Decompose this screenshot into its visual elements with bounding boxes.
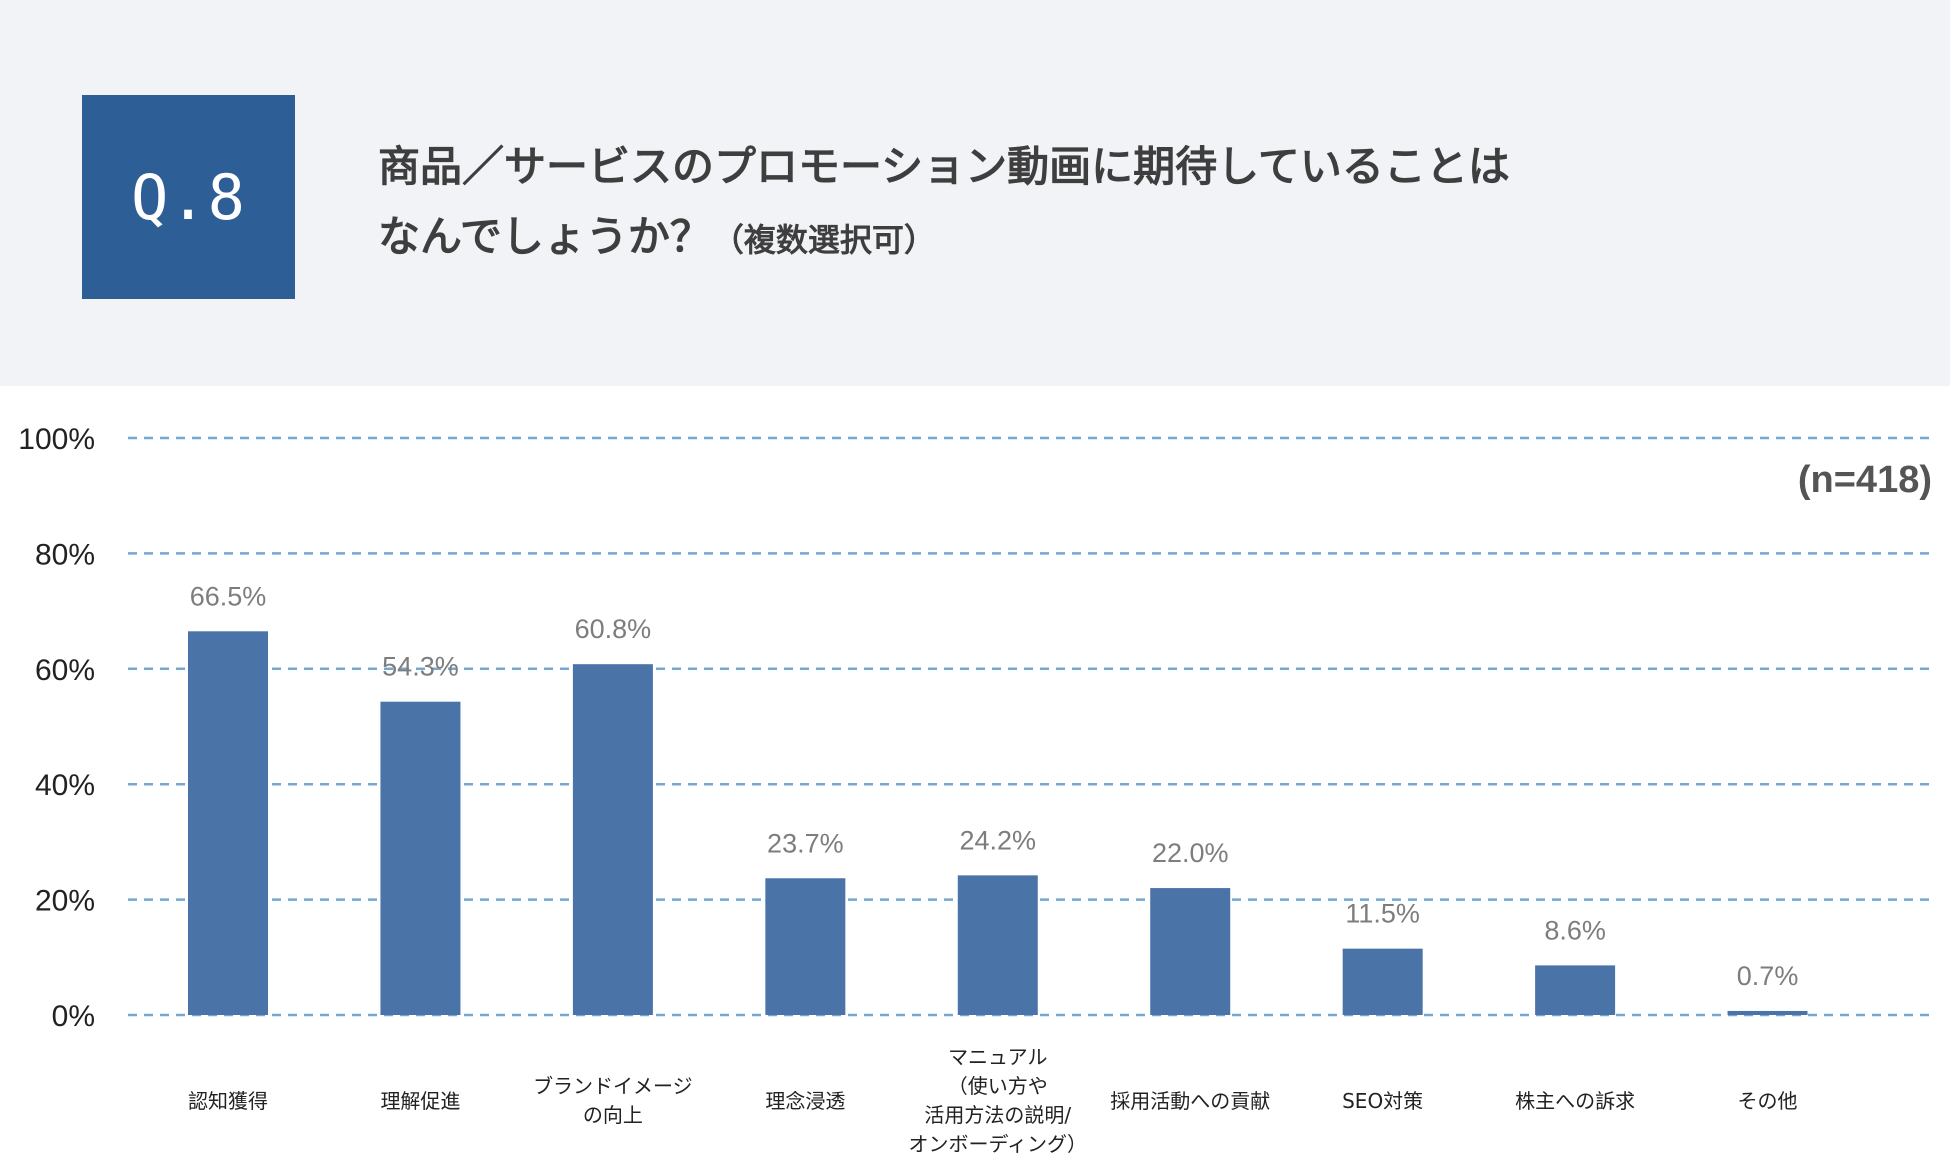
y-tick-label: 60%	[35, 654, 95, 687]
bar	[1342, 948, 1423, 1015]
bar	[380, 701, 461, 1015]
question-title-main: なんでしょうか？	[378, 212, 712, 261]
bar-chart-plot: 0% 20% 40% 60% 80% 100% 66.5% 54.3% 60.8% 23.7% 24…	[18, 423, 1935, 1033]
question-header: Q.8 商品／サービスのプロモーション動画に期待していることは なんでしょうか？…	[0, 0, 1950, 386]
y-tick-label: 40%	[35, 769, 95, 802]
bar	[188, 631, 268, 1015]
x-tick-label: ブランドイメージ の向上	[533, 1074, 693, 1127]
value-label: 22.0%	[1152, 838, 1229, 868]
sample-size-label: (n=418)	[1797, 459, 1932, 501]
value-label: 11.5%	[1345, 899, 1420, 929]
x-tick-label: マニュアル （使い方や 活用方法の説明/ オンボーディング）	[908, 1045, 1088, 1156]
bar	[1150, 888, 1231, 1015]
question-title-note: （複数選択可）	[711, 221, 936, 259]
value-label: 54.3%	[382, 652, 459, 682]
value-label: 60.8%	[575, 614, 652, 644]
question-title: 商品／サービスのプロモーション動画に期待していることは なんでしょうか？（複数選…	[378, 132, 1778, 275]
value-label: 24.2%	[959, 825, 1036, 855]
bar	[957, 875, 1038, 1015]
value-label: 23.7%	[767, 828, 844, 858]
bar	[572, 664, 653, 1015]
x-tick-label: SEO対策	[1342, 1088, 1424, 1113]
bar	[765, 878, 846, 1015]
y-tick-label: 20%	[35, 885, 95, 918]
y-tick-label: 100%	[18, 423, 95, 456]
question-title-line1: 商品／サービスのプロモーション動画に期待していることは	[378, 142, 1510, 191]
y-tick-label: 0%	[52, 1000, 95, 1033]
x-tick-label: 理解促進	[380, 1088, 461, 1113]
question-number-badge: Q.8	[82, 95, 295, 299]
bar	[1535, 965, 1616, 1015]
y-tick-label: 80%	[35, 538, 95, 571]
x-tick-label: 認知獲得	[188, 1088, 268, 1113]
bar	[1727, 1010, 1808, 1015]
x-tick-label: 採用活動への貢献	[1110, 1088, 1271, 1113]
x-tick-label: その他	[1737, 1088, 1798, 1113]
question-title-line2: なんでしょうか？（複数選択可）	[378, 202, 1778, 275]
bar-chart: 0% 20% 40% 60% 80% 100% 66.5% 54.3% 60.8% 23.7% 24…	[0, 386, 1950, 1160]
value-label: 0.7%	[1737, 961, 1799, 991]
x-tick-label: 理念浸透	[765, 1088, 846, 1113]
value-label: 8.6%	[1544, 915, 1606, 945]
x-tick-label: 株主への訴求	[1515, 1088, 1636, 1113]
value-label: 66.5%	[190, 581, 267, 611]
